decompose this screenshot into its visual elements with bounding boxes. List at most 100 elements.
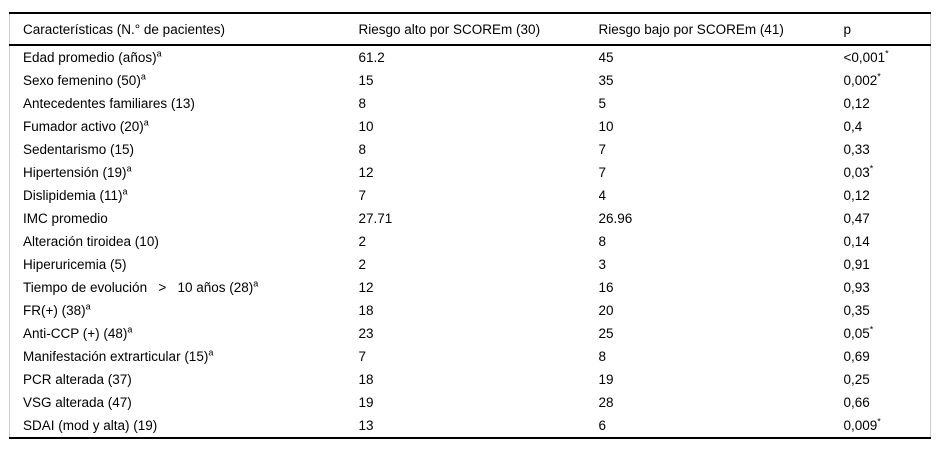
cell-caracteristica: Hiperuricemia (5) bbox=[23, 257, 127, 272]
cell-p-value: 0,002* bbox=[843, 71, 881, 88]
footnote-marker: a bbox=[140, 71, 146, 82]
cell-riesgo-bajo: 8 bbox=[598, 349, 607, 364]
cell-caracteristica: SDAI (mod y alta) (19) bbox=[23, 418, 158, 433]
footnote-marker: a bbox=[156, 48, 162, 59]
cell-caracteristica: Fumador activo (20)a bbox=[23, 117, 149, 134]
significance-asterisk: * bbox=[869, 163, 874, 174]
table-row: VSG alterada (47) 19 28 0,66 bbox=[10, 391, 931, 414]
characteristics-table: Características (N.° de pacientes) Riesg… bbox=[9, 12, 931, 439]
cell-caracteristica: Hipertensión (19)a bbox=[23, 163, 132, 180]
cell-p-value: 0,33 bbox=[843, 142, 870, 157]
cell-riesgo-bajo: 28 bbox=[598, 395, 614, 410]
cell-caracteristica: Edad promedio (años)a bbox=[23, 48, 162, 65]
cell-p-value: 0,12 bbox=[843, 96, 870, 111]
col-header-riesgo-alto: Riesgo alto por SCOREm (30) bbox=[358, 13, 599, 46]
cell-p-value: 0,47 bbox=[843, 211, 870, 226]
col-header-riesgo-bajo: Riesgo bajo por SCOREm (41) bbox=[598, 13, 844, 46]
cell-riesgo-bajo: 6 bbox=[598, 418, 607, 433]
table-row: Edad promedio (años)a 61.2 45 <0,001* bbox=[10, 45, 931, 69]
cell-riesgo-bajo: 8 bbox=[598, 234, 607, 249]
cell-p-value: 0,91 bbox=[843, 257, 870, 272]
cell-p-value: 0,66 bbox=[843, 395, 870, 410]
cell-riesgo-alto: 15 bbox=[358, 73, 374, 88]
cell-riesgo-bajo: 3 bbox=[598, 257, 607, 272]
cell-caracteristica: Sexo femenino (50)a bbox=[23, 71, 146, 88]
table-row: Dislipidemia (11)a 7 4 0,12 bbox=[10, 184, 931, 207]
significance-asterisk: * bbox=[885, 48, 889, 59]
cell-riesgo-bajo: 35 bbox=[598, 73, 614, 88]
cell-riesgo-alto: 8 bbox=[358, 142, 367, 157]
cell-riesgo-alto: 19 bbox=[358, 395, 374, 410]
table-body: Edad promedio (años)a 61.2 45 <0,001* Sexo f… bbox=[10, 45, 931, 438]
table-row: Sedentarismo (15) 8 7 0,33 bbox=[10, 138, 931, 161]
cell-riesgo-bajo: 45 bbox=[598, 50, 614, 65]
table-row: Hiperuricemia (5) 2 3 0,91 bbox=[10, 253, 931, 276]
table-row: Antecedentes familiares (13) 8 5 0,12 bbox=[10, 92, 931, 115]
cell-riesgo-alto: 18 bbox=[358, 303, 374, 318]
header-row: Características (N.° de pacientes) Riesg… bbox=[9, 13, 931, 46]
cell-riesgo-alto: 2 bbox=[358, 257, 367, 272]
cell-riesgo-alto: 2 bbox=[358, 234, 367, 249]
cell-caracteristica: Anti-CCP (+) (48)a bbox=[23, 324, 133, 341]
cell-caracteristica: VSG alterada (47) bbox=[23, 395, 132, 410]
cell-riesgo-bajo: 7 bbox=[598, 165, 607, 180]
table-row: Tiempo de evolución > 10 años (28)a 12 16 0… bbox=[10, 276, 931, 299]
cell-caracteristica: Dislipidemia (11)a bbox=[23, 186, 128, 203]
cell-riesgo-bajo: 7 bbox=[598, 142, 607, 157]
cell-riesgo-bajo: 25 bbox=[598, 326, 614, 341]
cell-riesgo-bajo: 16 bbox=[598, 280, 614, 295]
footnote-marker: a bbox=[143, 117, 149, 128]
cell-riesgo-alto: 18 bbox=[358, 372, 374, 387]
footnote-marker: a bbox=[85, 301, 91, 312]
cell-riesgo-alto: 23 bbox=[358, 326, 374, 341]
cell-riesgo-alto: 10 bbox=[358, 119, 374, 134]
cell-riesgo-alto: 27.71 bbox=[358, 211, 393, 226]
cell-caracteristica: IMC promedio bbox=[23, 211, 108, 226]
table-header: Características (N.° de pacientes) Riesg… bbox=[9, 13, 931, 46]
cell-riesgo-alto: 12 bbox=[358, 280, 374, 295]
col-header-p: p bbox=[843, 13, 931, 46]
cell-p-value: 0,93 bbox=[843, 280, 870, 295]
cell-p-value: 0,03* bbox=[843, 163, 874, 180]
cell-p-value: <0,001* bbox=[843, 48, 889, 65]
cell-p-value: 0,12 bbox=[843, 188, 870, 203]
cell-caracteristica: Sedentarismo (15) bbox=[23, 142, 135, 157]
footnote-marker: a bbox=[253, 278, 259, 289]
significance-asterisk: * bbox=[877, 416, 881, 427]
table-row: Sexo femenino (50)a 15 35 0,002* bbox=[10, 69, 931, 92]
footnote-marker: a bbox=[127, 324, 133, 335]
cell-caracteristica: FR(+) (38)a bbox=[23, 301, 91, 318]
footnote-marker: a bbox=[122, 186, 128, 197]
table-row: IMC promedio 27.71 26.96 0,47 bbox=[10, 207, 931, 230]
cell-p-value: 0,25 bbox=[843, 372, 870, 387]
cell-riesgo-bajo: 10 bbox=[598, 119, 614, 134]
cell-caracteristica: Tiempo de evolución > 10 años (28)a bbox=[23, 278, 259, 295]
cell-p-value: 0,14 bbox=[843, 234, 870, 249]
significance-asterisk: * bbox=[869, 324, 874, 335]
cell-p-value: 0,35 bbox=[843, 303, 870, 318]
table-row: PCR alterada (37) 18 19 0,25 bbox=[10, 368, 931, 391]
cell-riesgo-alto: 7 bbox=[358, 349, 367, 364]
cell-riesgo-bajo: 19 bbox=[598, 372, 614, 387]
table-row: Manifestación extrarticular (15)a 7 8 0,69 bbox=[10, 345, 931, 368]
cell-p-value: 0,69 bbox=[843, 349, 870, 364]
cell-p-value: 0,4 bbox=[843, 119, 863, 134]
footnote-marker: a bbox=[126, 163, 132, 174]
cell-p-value: 0,05* bbox=[843, 324, 874, 341]
table-row: Alteración tiroidea (10) 2 8 0,14 bbox=[10, 230, 931, 253]
table-row: Hipertensión (19)a 12 7 0,03* bbox=[10, 161, 931, 184]
cell-caracteristica: Alteración tiroidea (10) bbox=[23, 234, 159, 249]
cell-riesgo-alto: 61.2 bbox=[358, 50, 385, 65]
cell-riesgo-bajo: 4 bbox=[598, 188, 607, 203]
cell-riesgo-bajo: 26.96 bbox=[598, 211, 633, 226]
cell-riesgo-bajo: 20 bbox=[598, 303, 614, 318]
cell-riesgo-bajo: 5 bbox=[598, 96, 607, 111]
cell-caracteristica: PCR alterada (37) bbox=[23, 372, 132, 387]
footnote-marker: a bbox=[208, 347, 214, 358]
cell-riesgo-alto: 8 bbox=[358, 96, 367, 111]
table-row: Anti-CCP (+) (48)a 23 25 0,05* bbox=[10, 322, 931, 345]
col-header-caracteristicas: Características (N.° de pacientes) bbox=[9, 13, 359, 46]
cell-p-value: 0,009* bbox=[843, 416, 881, 433]
cell-riesgo-alto: 12 bbox=[358, 165, 374, 180]
table-row: SDAI (mod y alta) (19) 13 6 0,009* bbox=[10, 414, 931, 438]
